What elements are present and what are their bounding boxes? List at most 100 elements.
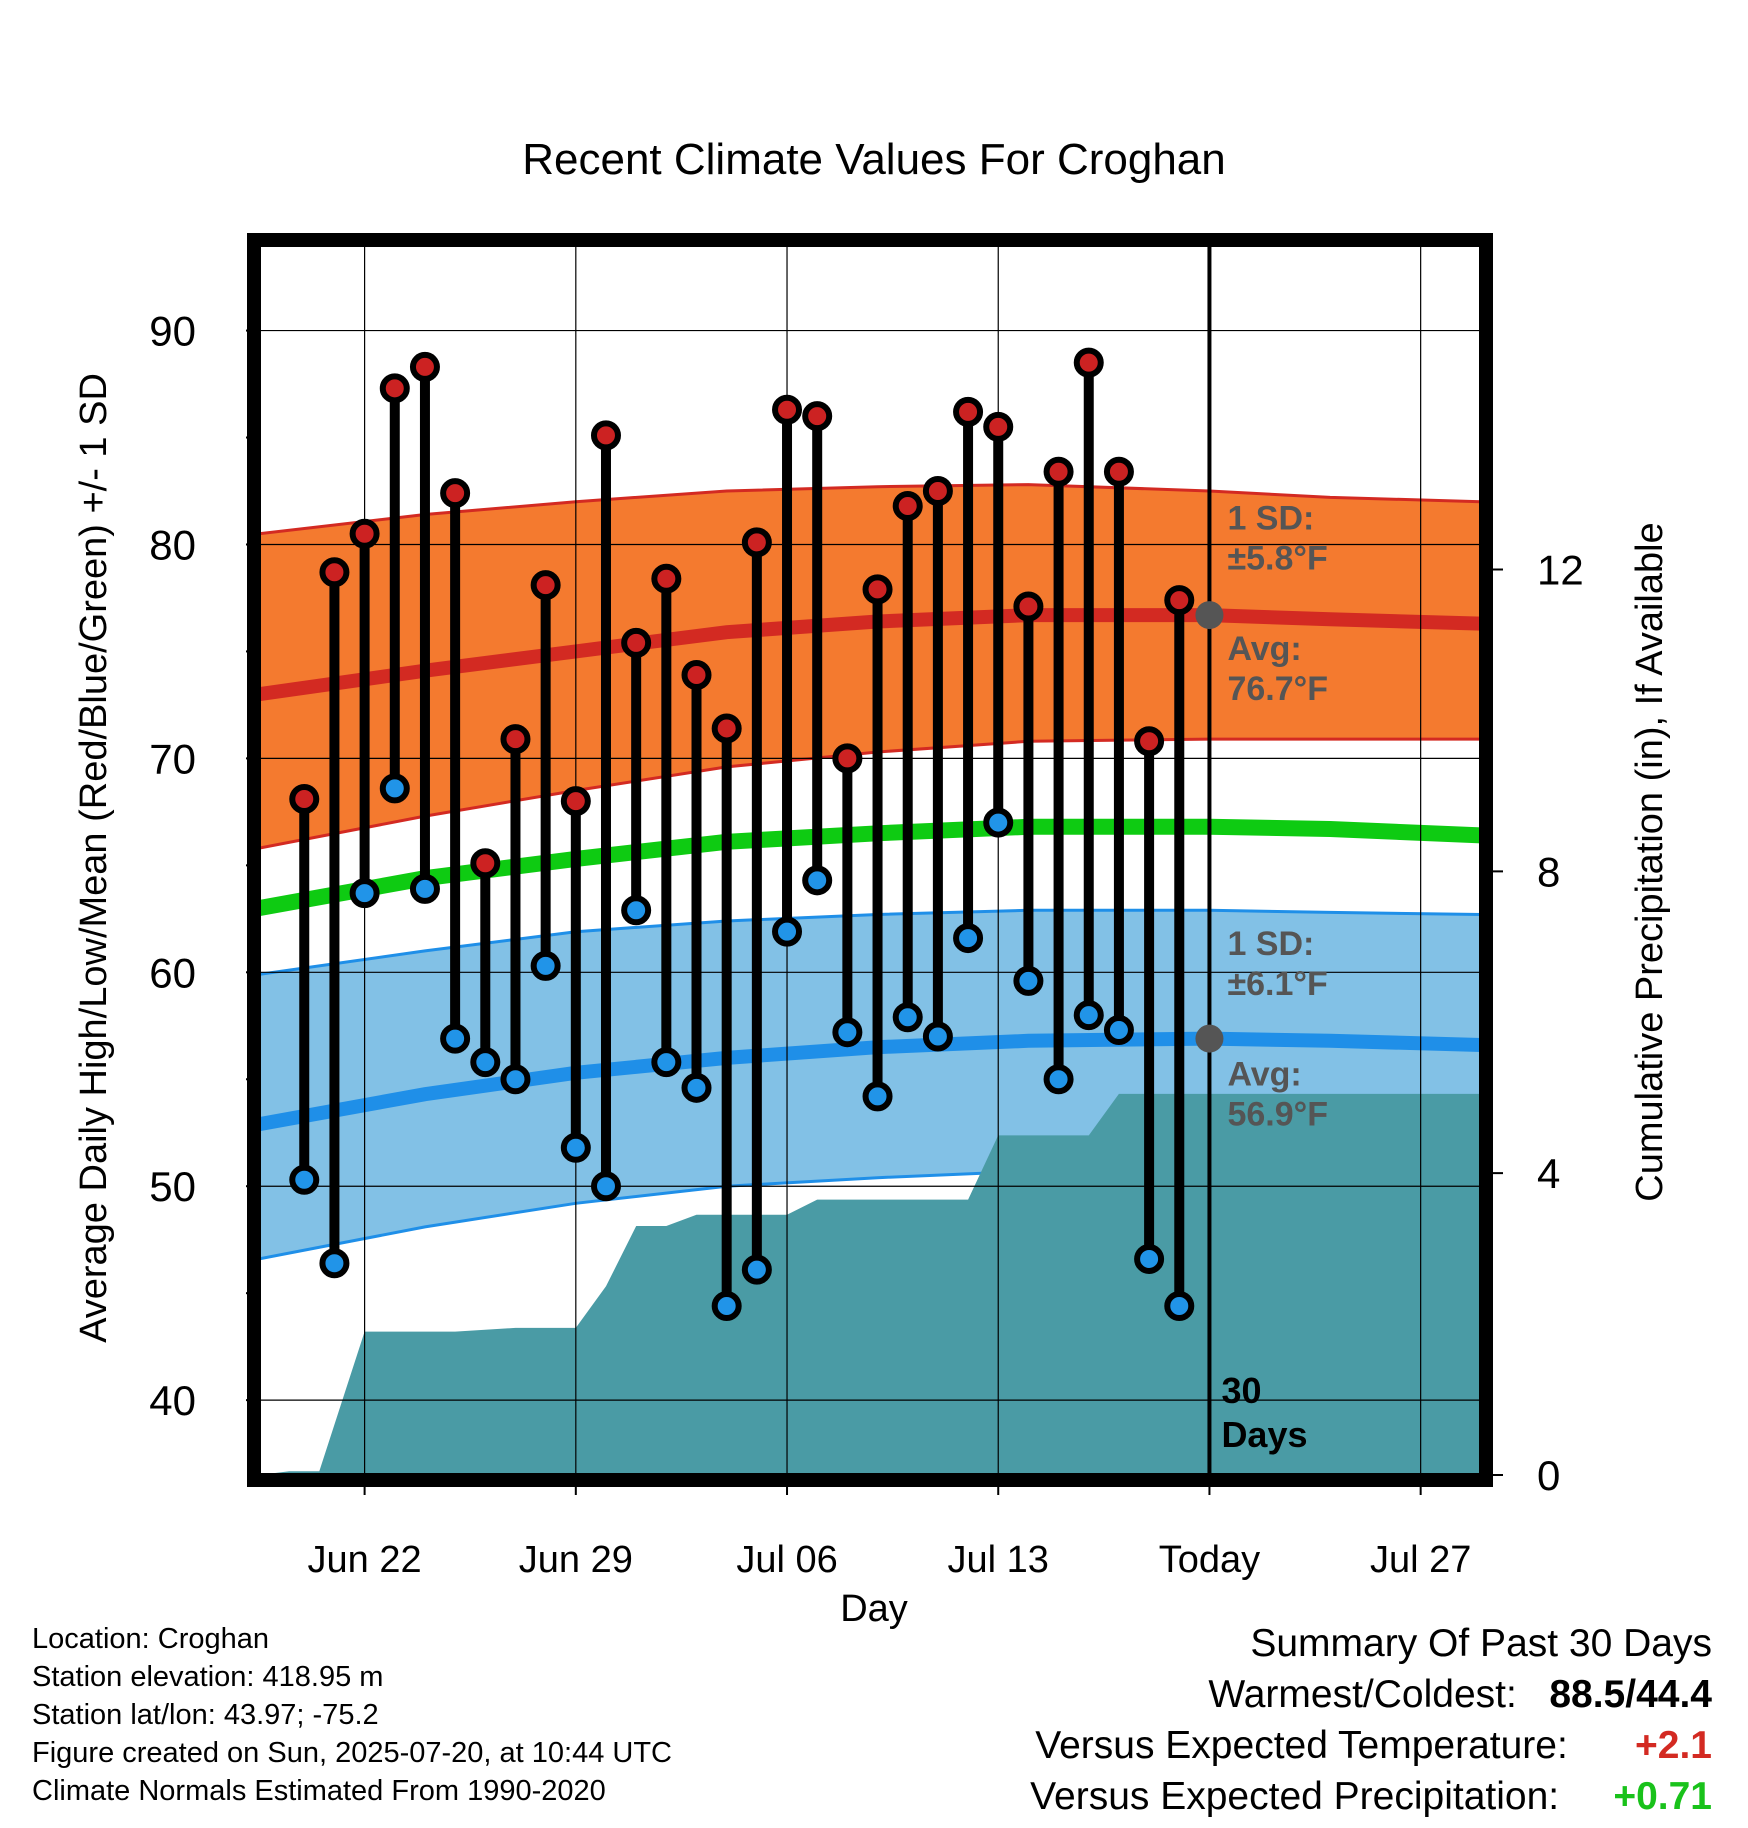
daily-low-point	[1013, 965, 1044, 996]
daily-high-point	[1043, 456, 1074, 487]
y-tick-label: 70	[149, 735, 196, 782]
daily-low-point	[711, 1291, 742, 1322]
summary-temp-row: Versus Expected Temperature: +2.1	[1030, 1720, 1712, 1771]
daily-low-point	[1164, 1291, 1195, 1322]
daily-high-point	[500, 724, 531, 755]
daily-low-point	[289, 1164, 320, 1195]
x-tick-label: Jun 29	[519, 1539, 633, 1581]
daily-low-point	[621, 895, 652, 926]
daily-low-point	[832, 1017, 863, 1048]
axes: 40 50 60 70 80 90 0 4 8 12 Jun 22 Jun 29 Jul 06 Jul 1…	[149, 233, 1584, 1581]
daily-high-point	[1164, 585, 1195, 616]
daily-high-point	[560, 786, 591, 817]
summary-panel: Summary Of Past 30 Days Warmest/Coldest:…	[1030, 1618, 1712, 1822]
daily-high-point	[862, 574, 893, 605]
daily-low-point	[1043, 1064, 1074, 1095]
today-low-avg-dot	[1195, 1024, 1224, 1053]
y-axis-right-label: Cumulative Precipitation (in), If Availa…	[1629, 522, 1671, 1201]
low-sd-annotation: 1 SD: ±6.1°F	[1227, 925, 1327, 1003]
summary-heading: Summary Of Past 30 Days	[1250, 1622, 1712, 1665]
summary-precip-row: Versus Expected Precipitation: +0.71	[1030, 1771, 1712, 1822]
y-right-tick-label: 8	[1537, 848, 1560, 895]
mean-avg-line	[259, 818, 1481, 916]
daily-high-point	[741, 527, 772, 558]
daily-low-point	[862, 1081, 893, 1112]
daily-high-point	[922, 476, 953, 506]
latlon-text: Station lat/lon: 43.97; -75.2	[32, 1699, 379, 1731]
daily-low-point	[560, 1132, 591, 1163]
x-tick-label: Today	[1159, 1539, 1260, 1581]
daily-high-point	[1013, 591, 1044, 622]
high-sd-band	[259, 484, 1481, 849]
location-text: Location: Croghan	[32, 1623, 269, 1655]
daily-high-point	[802, 401, 833, 432]
low-avg-annotation: Avg: 56.9°F	[1227, 1056, 1328, 1134]
daily-low-point	[379, 773, 410, 804]
daily-low-point	[892, 1002, 923, 1033]
plot-frame	[247, 233, 1493, 1487]
temp-value: +2.1	[1635, 1724, 1712, 1767]
daily-high-point	[470, 848, 501, 879]
daily-low-point	[741, 1254, 772, 1285]
daily-high-point	[651, 563, 682, 594]
normals-text: Climate Normals Estimated From 1990-2020	[32, 1775, 606, 1807]
today-high-avg-dot	[1195, 601, 1224, 630]
y-right-tick-label: 12	[1537, 546, 1584, 593]
daily-high-point	[832, 743, 863, 774]
daily-high-point	[1073, 347, 1104, 378]
daily-low-point	[922, 1021, 953, 1052]
x-tick-label: Jul 13	[948, 1539, 1049, 1581]
daily-low-point	[681, 1072, 712, 1103]
y-tick-label: 50	[149, 1163, 196, 1210]
daily-low-point	[530, 950, 561, 981]
daily-high-point	[772, 394, 803, 425]
daily-high-point	[289, 784, 320, 815]
daily-low-point	[440, 1023, 471, 1054]
y-axis-label: Average Daily High/Low/Mean (Red/Blue/Gr…	[73, 373, 115, 1343]
daily-low-point	[651, 1047, 682, 1078]
x-tick-label: Jun 22	[308, 1539, 422, 1581]
y-tick-label: 80	[149, 521, 196, 568]
summary-warmest-row: Warmest/Coldest: 88.5/44.4	[1030, 1669, 1712, 1720]
daily-high-point	[349, 518, 380, 549]
warmest-value: 88.5/44.4	[1549, 1673, 1712, 1716]
daily-low-point	[953, 923, 984, 954]
precip-label: Versus Expected Precipitation:	[1030, 1775, 1560, 1818]
plot-content: 1 SD: ±5.8°F Avg: 76.7°F 1 SD: ±6.1°F Avg: 56.9…	[259, 245, 1481, 1475]
chart-title: Recent Climate Values For Croghan	[522, 135, 1226, 184]
daily-high-point	[681, 659, 712, 690]
daily-low-point	[470, 1047, 501, 1078]
elevation-text: Station elevation: 418.95 m	[32, 1661, 384, 1693]
y-tick-label: 40	[149, 1377, 196, 1424]
daily-high-point	[1134, 726, 1165, 757]
daily-high-point	[590, 420, 621, 451]
temp-label: Versus Expected Temperature:	[1035, 1724, 1568, 1767]
daily-low-point	[319, 1248, 350, 1279]
daily-low-point	[1073, 1000, 1104, 1031]
daily-low-point	[349, 878, 380, 909]
y-right-tick-label: 4	[1537, 1150, 1560, 1197]
daily-high-point	[892, 490, 923, 521]
warmest-label: Warmest/Coldest:	[1208, 1673, 1517, 1716]
daily-low-point	[590, 1171, 621, 1202]
created-text: Figure created on Sun, 2025-07-20, at 10…	[32, 1737, 672, 1769]
x-tick-label: Jul 06	[736, 1539, 837, 1581]
daily-low-point	[772, 916, 803, 947]
daily-low-point	[802, 865, 833, 896]
y-tick-label: 90	[149, 308, 196, 355]
high-avg-annotation: Avg: 76.7°F	[1227, 630, 1328, 708]
daily-high-point	[711, 713, 742, 744]
x-tick-label: Jul 27	[1370, 1539, 1471, 1581]
station-info: Location: Croghan Station elevation: 418…	[32, 1620, 672, 1810]
daily-low-point	[1103, 1015, 1134, 1046]
precip-value: +0.71	[1613, 1775, 1712, 1818]
y-tick-label: 60	[149, 949, 196, 996]
high-upper-line	[259, 483, 1481, 536]
today-days-label: 30 Days	[1221, 1370, 1307, 1455]
daily-low-point	[409, 873, 440, 904]
daily-high-point	[319, 557, 350, 588]
daily-high-point	[409, 351, 440, 382]
daily-high-point	[953, 396, 984, 427]
daily-high-point	[983, 411, 1014, 442]
